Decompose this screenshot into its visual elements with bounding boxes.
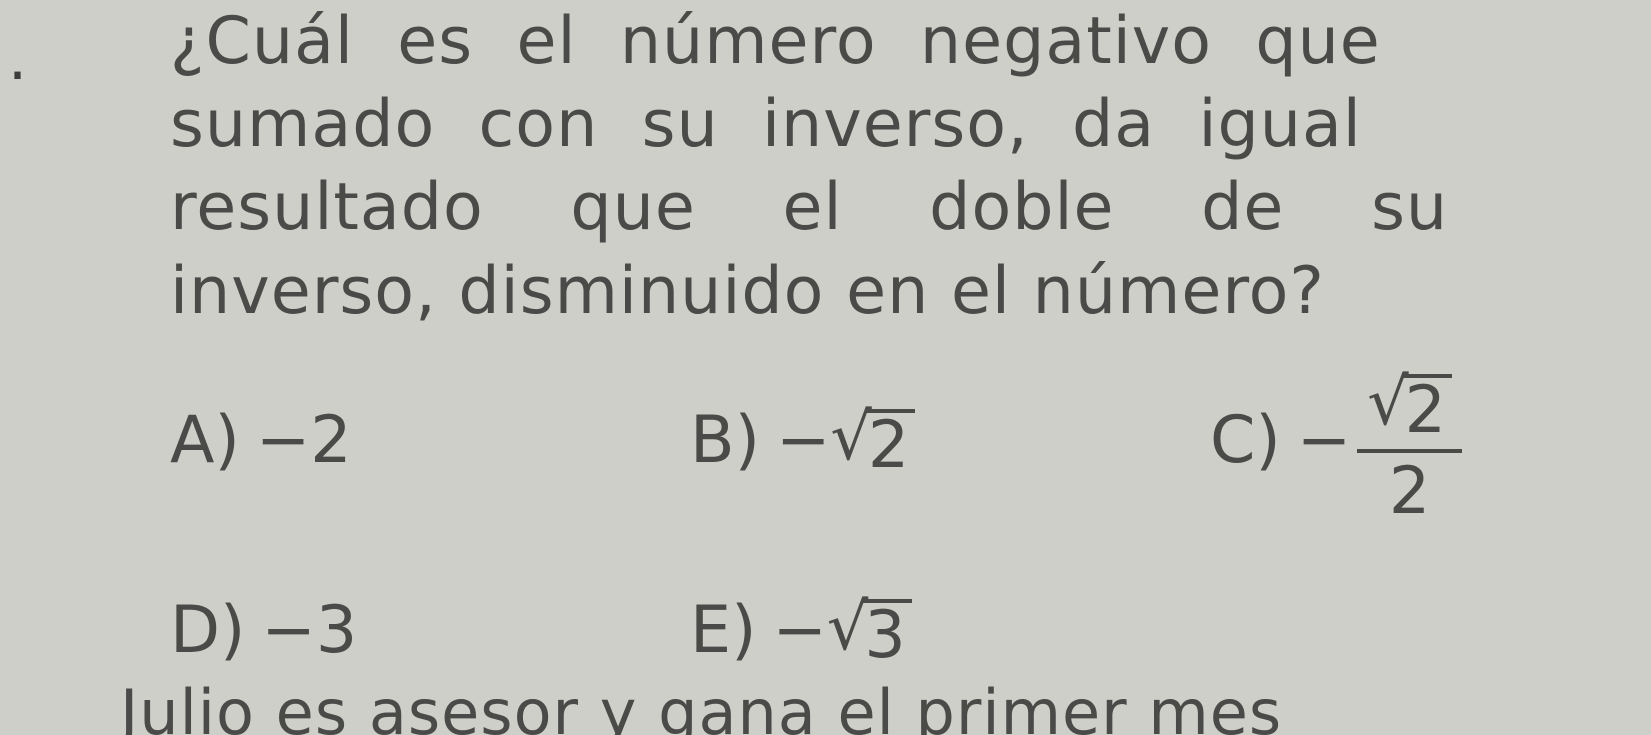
radical-sign: √	[830, 405, 871, 470]
sqrt-icon: √ 2	[1367, 368, 1452, 443]
options-row-1: A) −2 B) − √ 2 C) − √ 2 2	[170, 380, 1640, 500]
sqrt-icon: √ 2	[830, 403, 915, 478]
list-bullet: .	[8, 24, 27, 94]
radical-sign: √	[827, 595, 868, 660]
option-d[interactable]: D) −3	[170, 570, 690, 690]
option-b-radicand: 2	[866, 409, 915, 478]
fraction-denominator: 2	[1357, 449, 1462, 524]
option-e[interactable]: E) − √ 3	[690, 570, 1210, 690]
option-c-prefix: −	[1297, 403, 1351, 478]
option-b[interactable]: B) − √ 2	[690, 380, 1210, 500]
question-line-4: inverso, disminuido en el número?	[170, 250, 1640, 333]
option-c-label: C)	[1210, 403, 1281, 478]
option-e-prefix: −	[772, 593, 826, 668]
option-d-value: −3	[261, 593, 357, 668]
fraction-numerator: √ 2	[1357, 368, 1462, 449]
question-line-3: resultado que el doble de su	[170, 166, 1640, 249]
question-line-2: sumado con su inverso, da igual	[170, 83, 1640, 166]
option-d-label: D)	[170, 593, 245, 668]
option-c[interactable]: C) − √ 2 2	[1210, 380, 1630, 500]
question-text: ¿Cuál es el número negativo que sumado c…	[170, 0, 1640, 333]
option-a-label: A)	[170, 403, 240, 478]
option-e-radicand: 3	[862, 599, 911, 668]
option-b-label: B)	[690, 403, 760, 478]
radical-sign: √	[1367, 370, 1408, 435]
page: . ¿Cuál es el número negativo que sumado…	[0, 0, 1651, 735]
sqrt-icon: √ 3	[827, 593, 912, 668]
option-e-label: E)	[690, 593, 756, 668]
option-a[interactable]: A) −2	[170, 380, 690, 500]
options-row-2: D) −3 E) − √ 3	[170, 570, 1640, 690]
option-b-prefix: −	[776, 403, 830, 478]
fraction: √ 2 2	[1357, 368, 1462, 524]
option-c-num-radicand: 2	[1403, 374, 1452, 443]
question-line-1: ¿Cuál es el número negativo que	[170, 0, 1640, 83]
option-a-value: −2	[256, 403, 352, 478]
next-question-fragment: Julio es asesor y gana el primer mes	[120, 676, 1282, 735]
